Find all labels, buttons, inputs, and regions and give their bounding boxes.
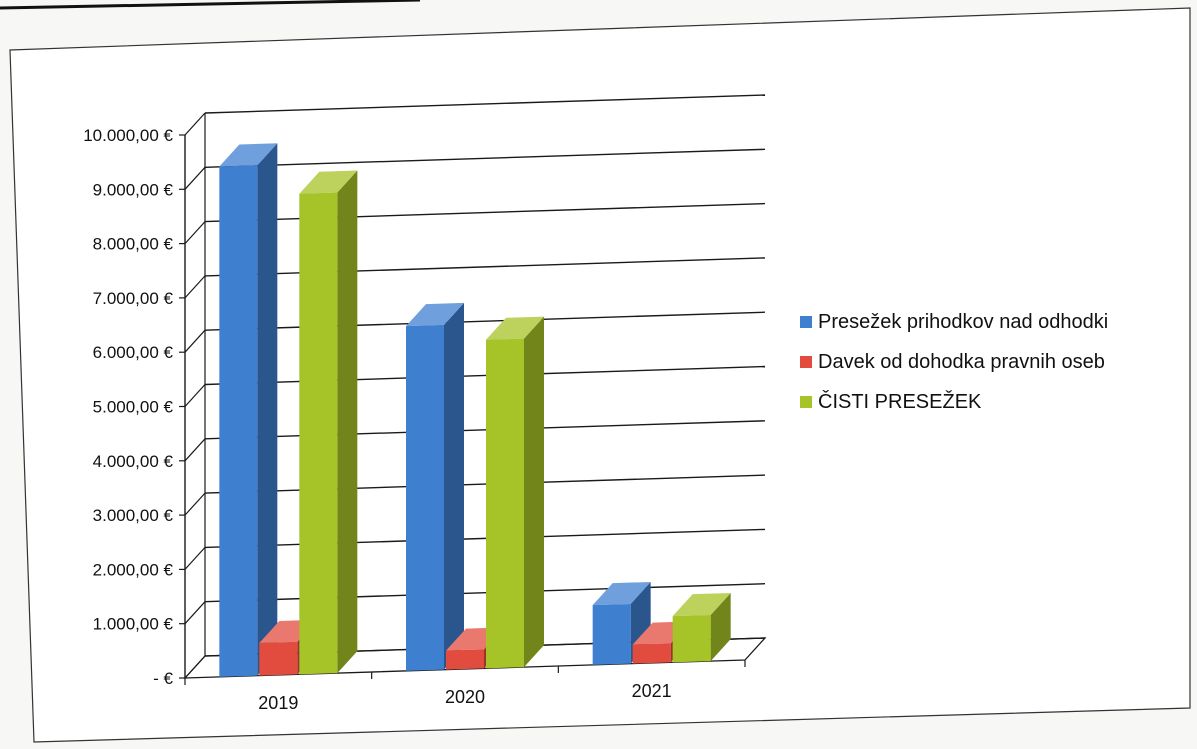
gridline	[204, 311, 766, 331]
axis-layer: - € 1.000,00 € 2.000,00 € 3.000,00 € 4.000,0…	[83, 113, 767, 713]
bar-top	[406, 302, 464, 327]
y-tick-label: 1.000,00 €	[93, 615, 174, 634]
y-tick-label: 3.000,00 €	[93, 506, 174, 525]
bars-layer	[219, 143, 731, 677]
bar-top	[486, 316, 544, 340]
wall-gridline	[184, 221, 206, 245]
y-tick-label: 9.000,00 €	[93, 180, 174, 199]
x-tick-label: 2020	[445, 687, 485, 707]
gridline	[204, 420, 766, 440]
bar	[486, 338, 524, 669]
bar	[446, 649, 484, 670]
top-page-rule	[0, 0, 421, 10]
x-tick-label: 2021	[632, 681, 672, 701]
legend-label: Davek od dohodka pravnih oseb	[818, 351, 1105, 373]
bar	[259, 641, 298, 676]
bar-top	[592, 581, 651, 606]
legend-label: ČISTI PRESEŽEK	[818, 390, 982, 413]
wall-gridline	[184, 112, 206, 136]
bar	[299, 192, 338, 675]
wall-gridline	[184, 275, 206, 299]
y-tick-label: 5.000,00 €	[93, 398, 174, 417]
bar-top	[219, 143, 278, 167]
y-tick-label: 7.000,00 €	[93, 289, 174, 308]
wall-gridline	[184, 601, 206, 625]
gridline	[204, 94, 766, 114]
legend-label: Presežek prihodkov nad odhodki	[818, 311, 1108, 333]
x-tick-label: 2019	[258, 693, 298, 713]
wall-gridline	[184, 546, 206, 570]
bar-side	[337, 170, 358, 674]
y-tick-label: 10.000,00 €	[83, 126, 173, 145]
gridline	[204, 148, 766, 168]
bar	[672, 614, 711, 663]
wall-gridline	[184, 492, 206, 516]
bar-side	[524, 316, 544, 668]
bar-side	[444, 302, 464, 670]
y-tick-label: - €	[153, 669, 173, 688]
bar-top	[672, 592, 731, 617]
bar	[632, 643, 671, 664]
y-tick-label: 4.000,00 €	[93, 452, 174, 471]
legend-layer: Presežek prihodkov nad odhodki Davek od d…	[800, 311, 1108, 413]
wall-gridline	[184, 438, 206, 462]
gridline	[204, 202, 766, 223]
legend-swatch	[800, 396, 812, 408]
legend-swatch	[800, 356, 812, 368]
y-tick-label: 6.000,00 €	[93, 343, 174, 362]
gridline	[204, 528, 766, 549]
gridline	[204, 474, 766, 494]
bar-side	[710, 592, 731, 662]
y-tick-label: 8.000,00 €	[93, 235, 174, 254]
wall-gridline	[184, 384, 206, 407]
y-tick-label: 2.000,00 €	[93, 560, 174, 579]
gridline	[204, 365, 766, 386]
bar-side	[257, 143, 278, 676]
bar	[592, 603, 631, 665]
wall-gridline	[184, 166, 206, 190]
wall-gridline	[184, 329, 206, 353]
bar	[406, 324, 444, 671]
gridline	[204, 583, 766, 603]
bar	[219, 165, 258, 677]
gridline	[204, 257, 766, 277]
bar-top	[299, 170, 358, 194]
legend-swatch	[800, 316, 812, 328]
